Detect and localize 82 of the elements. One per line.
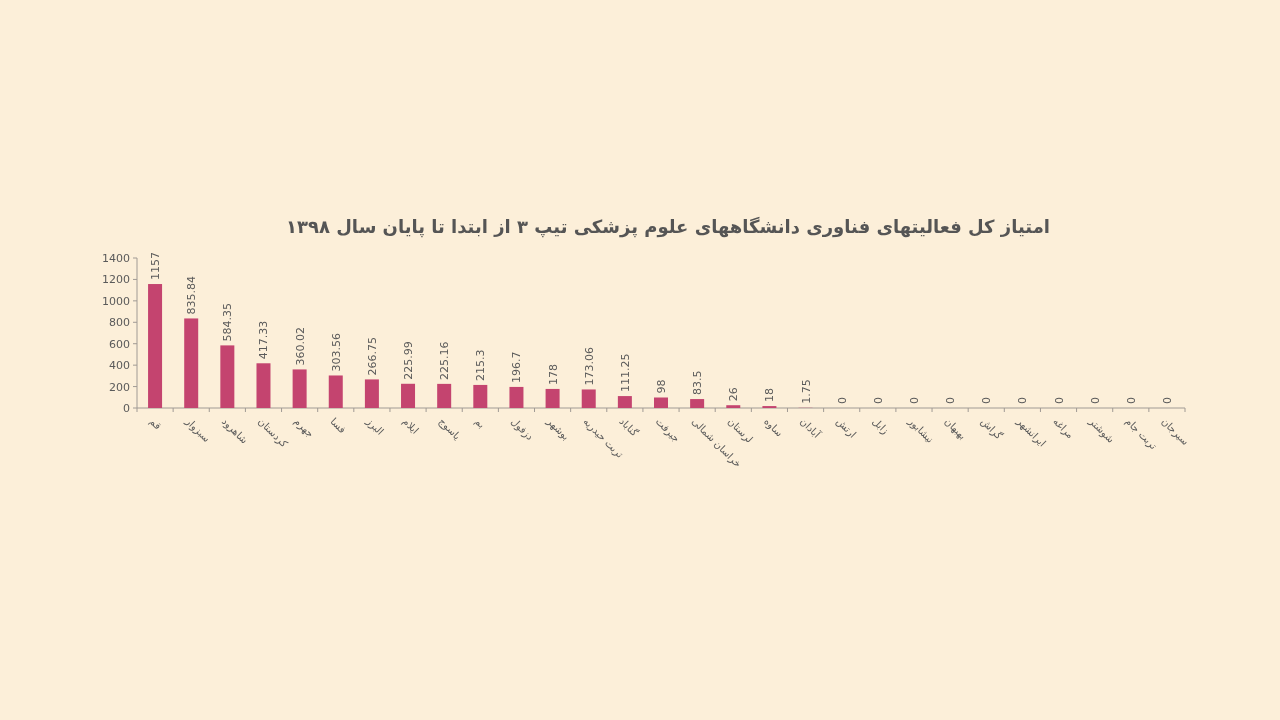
data-label: 0 [1016, 397, 1030, 404]
bar [690, 399, 705, 408]
data-label: 225.99 [402, 341, 416, 380]
x-tick-label: شاهرود [219, 415, 250, 447]
x-tick-label: مراغه [1051, 415, 1077, 441]
data-label: 178 [546, 363, 560, 385]
data-label: 83.5 [691, 370, 705, 396]
data-label: 1.75 [799, 379, 813, 404]
data-label: 0 [1088, 397, 1102, 404]
x-tick-label: فسا [328, 415, 349, 436]
x-tick-label: ساوه [761, 415, 785, 440]
x-tick-label: یاسوج [436, 415, 463, 443]
x-tick-label: گناباد [617, 415, 641, 439]
bar [184, 318, 199, 408]
x-tick-label: جیرفت [653, 415, 683, 445]
bar [256, 363, 271, 408]
x-tick-label: گراش [978, 415, 1005, 442]
y-tick-label: 1400 [102, 252, 130, 265]
y-tick-label: 0 [123, 402, 130, 415]
bar [654, 397, 668, 408]
x-tick-label: تربت جام [1123, 415, 1160, 452]
y-tick-label: 1000 [102, 294, 130, 308]
bar [617, 396, 632, 408]
data-label: 0 [944, 397, 958, 404]
bar [148, 284, 163, 408]
x-tick-label: ایرانشهر [1013, 414, 1048, 450]
bar [509, 386, 524, 408]
data-label: 225.16 [438, 341, 452, 380]
x-tick-label: سیرجان [1159, 415, 1191, 448]
x-tick-label: قم [146, 415, 164, 433]
x-tick-label: ایلام [400, 415, 421, 436]
x-tick-label: بم [472, 415, 488, 431]
bar [220, 345, 235, 408]
bar [473, 384, 488, 408]
data-label: 18 [763, 388, 777, 403]
x-tick-label: بوشهر [543, 414, 572, 443]
bar [726, 405, 741, 408]
y-tick-label: 1200 [102, 273, 130, 287]
x-tick-label: ارتش [834, 415, 859, 440]
data-label: 0 [871, 397, 885, 404]
data-label: 0 [835, 397, 849, 404]
y-tick-label: 600 [109, 337, 130, 351]
data-label: 584.35 [221, 302, 235, 342]
data-label: 196.7 [510, 351, 524, 383]
data-label: 0 [980, 397, 994, 404]
x-tick-label: آبادان [798, 414, 824, 441]
data-label: 266.75 [365, 336, 379, 376]
bar [437, 383, 452, 408]
x-tick-label: دزفول [509, 415, 536, 443]
bar [545, 388, 560, 408]
x-tick-label: زابل [870, 415, 892, 437]
data-label: 111.25 [618, 353, 632, 393]
y-tick-label: 400 [109, 359, 130, 373]
data-label: 835.84 [185, 275, 199, 315]
x-tick-label: لرستان [725, 415, 756, 445]
x-tick-label: جهرم [291, 415, 316, 441]
data-label: 0 [1160, 397, 1174, 404]
bar [364, 379, 379, 408]
data-label: 1157 [149, 252, 163, 281]
data-label: 0 [907, 397, 921, 404]
bar [292, 369, 307, 408]
y-tick-label: 200 [109, 380, 130, 394]
data-label: 26 [727, 387, 741, 402]
chart-title: امتیاز کل فعالیتهای فناوری دانشگاههای علوم پزشکی تیپ ۳ از ابتدا تا پایان سال ۱۳۹۸ [286, 216, 1050, 238]
data-label: 360.02 [293, 326, 307, 366]
bar [328, 375, 343, 408]
x-tick-label: بهبهان [941, 415, 969, 443]
data-label: 173.06 [582, 346, 596, 386]
data-label: 0 [1052, 397, 1066, 404]
x-tick-label: شوشتر [1086, 414, 1117, 445]
bar [401, 383, 416, 408]
data-label: 98 [655, 379, 668, 394]
y-tick-label: 800 [109, 316, 130, 330]
data-label: 0 [1124, 397, 1138, 404]
data-label: 417.33 [257, 320, 271, 360]
data-label: 303.56 [329, 332, 343, 372]
x-tick-label: کردستان [256, 415, 290, 450]
x-tick-label: سبزوار [182, 414, 213, 445]
bar [581, 389, 596, 408]
x-tick-label: البرز [363, 414, 386, 437]
x-tick-label: نیشابور [905, 414, 936, 446]
data-label: 215.3 [474, 349, 488, 381]
